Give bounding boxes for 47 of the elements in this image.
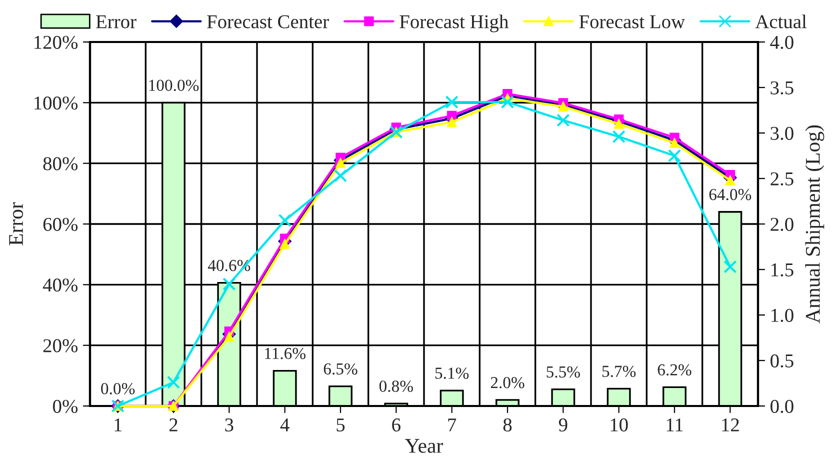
data-label: 0.8%	[379, 380, 413, 392]
y2-tick-label: 4.0	[770, 36, 794, 50]
y-tick-label: 80%	[43, 157, 78, 170]
x-tick-label: 3	[225, 418, 234, 432]
x-tick-label: 5	[336, 418, 345, 432]
data-label: 64.0%	[709, 188, 752, 200]
legend-label: Actual	[755, 14, 807, 28]
y-tick-label: 100%	[34, 96, 78, 110]
y2-tick-label: 1.5	[772, 263, 794, 277]
y2-axis-title: Annual Shipment (Log)	[805, 125, 824, 324]
y2-tick-label: 1.0	[772, 308, 794, 322]
y-axis-title: Error	[9, 202, 24, 246]
legend-label: Forecast Low	[579, 15, 686, 28]
x-tick-label: 11	[666, 418, 683, 432]
y2-tick-label: 3.0	[770, 126, 794, 140]
x-tick-label: 12	[722, 418, 739, 432]
y-tick-label: 0%	[53, 400, 78, 413]
x-axis-title: Year	[405, 439, 444, 453]
legend-label: Forecast High	[400, 14, 508, 32]
x-tick-label: 10	[610, 418, 628, 432]
y-tick-label: 120%	[34, 36, 78, 49]
data-label: 6.5%	[324, 363, 358, 375]
data-label: 11.6%	[265, 348, 306, 360]
y2-tick-label: 0.5	[770, 354, 794, 368]
x-tick-label: 7	[448, 418, 456, 432]
legend-label: Forecast Center	[207, 15, 329, 28]
y2-tick-label: 2.5	[770, 172, 794, 186]
y2-tick-label: 2.0	[770, 218, 794, 232]
data-label: 5.7%	[602, 366, 636, 378]
data-label: 5.1%	[435, 368, 469, 379]
data-label: 0.0%	[101, 383, 135, 394]
x-tick-label: 4	[280, 418, 290, 432]
y-tick-label: 20%	[43, 339, 78, 352]
data-label: 6.2%	[658, 364, 692, 376]
y-tick-label: 40%	[42, 278, 78, 292]
x-tick-label: 1	[114, 418, 122, 432]
y-tick-label: 60%	[43, 218, 78, 231]
x-tick-label: 8	[503, 418, 512, 432]
data-label: 2.0%	[490, 376, 524, 388]
x-tick-label: 6	[392, 418, 400, 432]
legend-label: Error	[96, 15, 136, 28]
x-tick-label: 9	[558, 418, 568, 432]
y2-tick-label: 0.0	[770, 400, 794, 414]
data-label: 5.5%	[546, 366, 580, 378]
x-tick-label: 2	[169, 418, 178, 432]
y2-tick-label: 3.5	[770, 81, 794, 95]
data-label: 100.0%	[149, 80, 199, 92]
